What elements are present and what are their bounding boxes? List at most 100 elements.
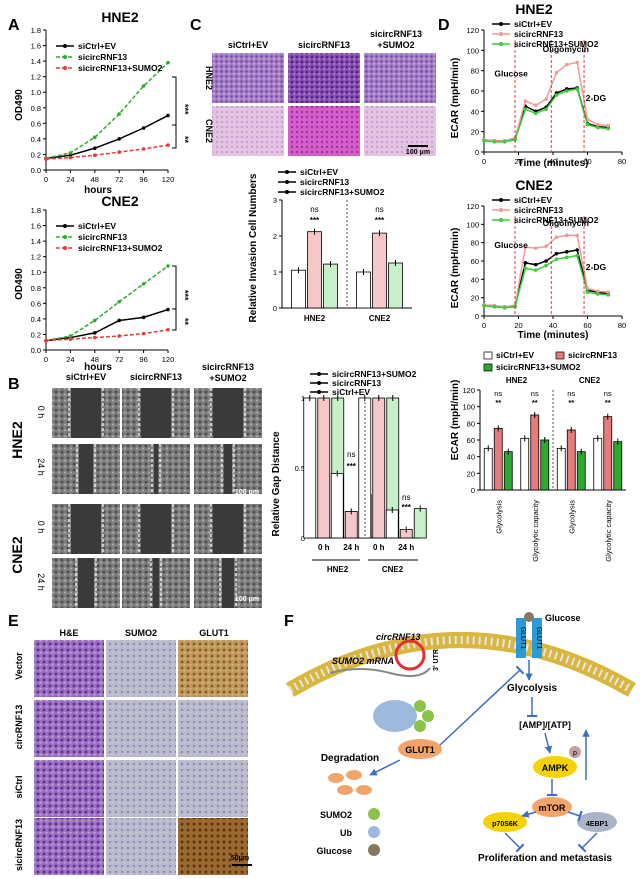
f-ratio-label: [AMP]/[ATP] xyxy=(519,720,571,730)
d-hne2-point-2-8 xyxy=(565,89,569,93)
a-cne2-point-1-2 xyxy=(93,318,97,323)
d-hne2-xtick-label: 80 xyxy=(618,157,626,166)
a-hne2-title: HNE2 xyxy=(101,9,139,25)
b-scale-label-1: 100 μm xyxy=(235,489,259,496)
d-hne2-point-1-5 xyxy=(533,103,538,108)
d-cne2-point-1-12 xyxy=(606,290,610,294)
d-hne2-legend-marker-2 xyxy=(499,42,503,46)
d-hne2-point-1-8 xyxy=(565,62,569,67)
e-ihc-image xyxy=(178,640,248,697)
a-hne2-ytick-label: 0.8 xyxy=(31,104,41,113)
d-hne2-ytick-label: 60 xyxy=(471,87,479,96)
a-cne2-point-0-5 xyxy=(166,307,170,312)
a-hne2-series-2 xyxy=(45,144,169,160)
f-glucose-dot xyxy=(524,612,534,622)
a-cne2-legend-label-0: siCtrl+EV xyxy=(78,221,116,231)
d-bar-sig-star-2: ** xyxy=(568,398,574,407)
b-col-2: sicircRNF13 xyxy=(130,372,182,382)
b-xlabel-2: 0 h xyxy=(373,543,385,552)
f-mtor xyxy=(532,797,572,817)
e-ihc-image xyxy=(178,818,248,875)
d-bars-bar-1-1 xyxy=(530,414,540,491)
d-hne2-xtick-label: 40 xyxy=(549,157,557,166)
f-ampk xyxy=(533,756,577,778)
a-cne2-ytick-label: 1.6 xyxy=(31,222,41,231)
a-cne2-ylabel: OD490 xyxy=(14,268,25,300)
a-hne2-xtick-label: 48 xyxy=(91,175,99,184)
a-cne2-bracket-1 xyxy=(172,265,177,310)
a-hne2-xtick-label: 96 xyxy=(139,175,147,184)
panel-label-c: C xyxy=(190,17,202,34)
a-hne2-xlabel: hours xyxy=(84,185,112,196)
d-cne2-ann-2dg: 2-DG xyxy=(586,262,607,272)
e-ihc-image xyxy=(34,700,104,757)
a-cne2-legend-label-2: sicircRNF13+SUMO2 xyxy=(78,243,163,253)
b-wound-gap xyxy=(154,444,158,494)
a-cne2-ytick-label: 1.2 xyxy=(31,253,41,262)
f-phospho-dot xyxy=(569,746,581,758)
f-mtor-label: mTOR xyxy=(539,803,566,813)
a-cne2-point-2-3 xyxy=(117,334,121,338)
b-bars-bar-1-0 xyxy=(330,473,344,539)
a-hne2-point-0-5 xyxy=(166,113,170,118)
c-bars-bar-0-2 xyxy=(323,263,338,309)
a-cne2-point-1-1 xyxy=(68,334,73,338)
f-sumo2-dot-3 xyxy=(414,720,426,732)
d-bars-bar-1-0 xyxy=(520,437,530,491)
b-bars-bar-3-0 xyxy=(385,509,399,539)
c-bars-bar-0-1 xyxy=(307,231,322,309)
d-bars-ytick-label: 120 xyxy=(462,386,475,395)
c-row-cne2: CNE2 xyxy=(204,119,214,143)
d-hne2-ann-glucose: Glucose xyxy=(494,68,528,78)
d-cne2-legend-marker-2 xyxy=(499,218,503,222)
d-cne2-point-0-5 xyxy=(533,262,538,267)
a-cne2-ytick-label: 0.8 xyxy=(31,284,41,293)
a-hne2-point-1-4 xyxy=(141,84,146,88)
a-cne2-point-2-5 xyxy=(166,327,170,332)
a-hne2-sig-1: *** xyxy=(180,104,190,115)
d-bars-bar-0-1 xyxy=(493,427,503,491)
f-glut1-transporter-b xyxy=(532,618,542,658)
f-inhibit-4ebp1 xyxy=(567,810,583,822)
c-sig-3: ns xyxy=(375,205,383,214)
e-ihc-image-grid xyxy=(34,640,248,875)
d-cne2-xtick-label: 20 xyxy=(514,321,522,330)
f-glut1-protein xyxy=(398,739,442,759)
a-hne2-point-1-2 xyxy=(93,135,97,140)
d-hne2-point-1-9 xyxy=(575,60,579,65)
a-hne2-ytick-label: 1.4 xyxy=(31,57,41,66)
d-bars-bar-0-0 xyxy=(483,447,493,491)
d-cne2-point-1-7 xyxy=(554,235,559,239)
d-hne2-point-1-11 xyxy=(596,122,600,127)
d-cne2-point-0-8 xyxy=(565,250,569,254)
d-bar-cat-1: Glycolytic capacity xyxy=(531,500,540,562)
d-hne2-ytick-label: 20 xyxy=(471,128,479,137)
d-bar-sig-ns-1: ns xyxy=(531,389,539,398)
b-bars-bar-3-2 xyxy=(413,508,427,539)
d-cne2-xlabel: Time (minutes) xyxy=(518,330,589,341)
f-phospho-label: p xyxy=(573,750,577,757)
d-hne2-point-2-10 xyxy=(585,122,590,127)
f-glut1-transporter-a xyxy=(516,618,526,658)
a-cne2-xtick-label: 120 xyxy=(162,355,175,364)
a-cne2-point-1-5 xyxy=(166,264,170,268)
a-cne2-xlabel: hours xyxy=(84,362,112,373)
d-cne2-point-2-8 xyxy=(565,255,569,260)
d-cne2-point-2-10 xyxy=(585,290,590,294)
d-hne2-point-2-11 xyxy=(596,125,600,130)
d-cne2-point-2-6 xyxy=(544,263,548,268)
f-membrane xyxy=(285,632,637,697)
a-cne2-point-1-4 xyxy=(141,282,146,286)
d-bar-legend-swatch-1 xyxy=(555,351,565,360)
f-glut1-label: GLUT1 xyxy=(405,745,435,755)
f-ampk-label: AMPK xyxy=(542,763,569,773)
a-hne2-point-0-3 xyxy=(117,137,121,141)
b-bars-legend-marker-1 xyxy=(317,381,321,385)
c-img-cne2-2 xyxy=(288,106,360,156)
a-hne2-point-2-0 xyxy=(44,157,48,161)
d-cne2-ann-glucose: Glucose xyxy=(494,240,528,250)
d-bar-ylabel: ECAR (mpH/min) xyxy=(450,380,461,461)
f-p70-label: p70S6K xyxy=(492,821,518,828)
d-cne2-legend-label-0: siCtrl+EV xyxy=(514,195,552,205)
d-hne2-ytick-label: 0 xyxy=(475,148,479,157)
